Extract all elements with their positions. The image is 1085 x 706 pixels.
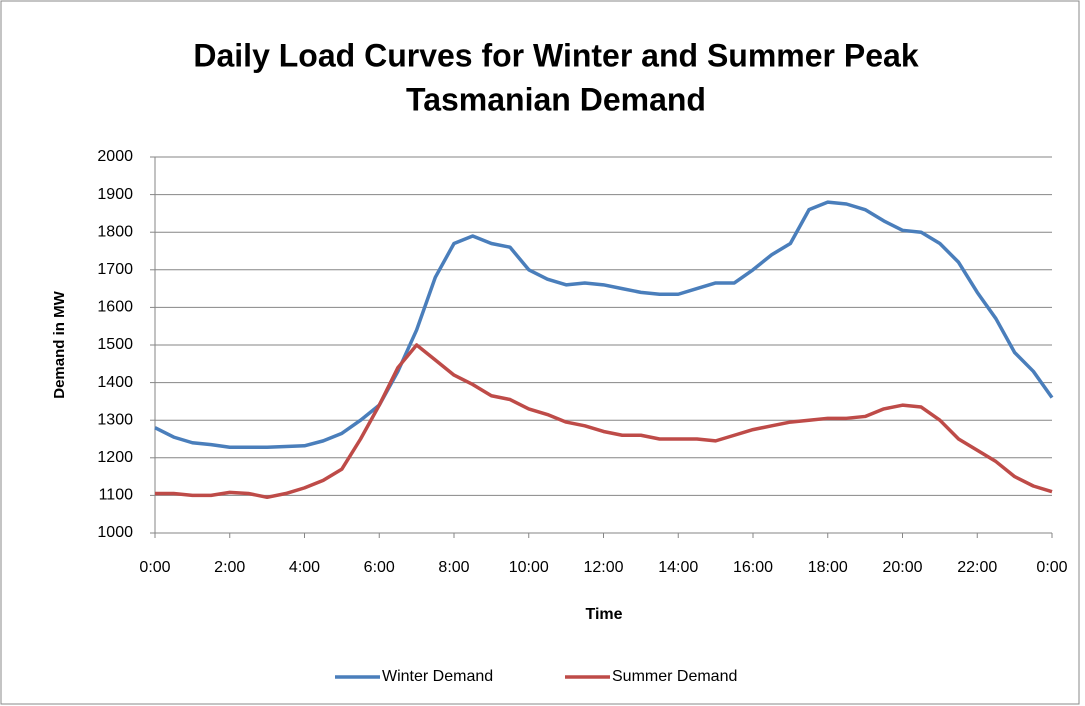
x-tick-label: 6:00	[364, 559, 395, 576]
y-tick-label: 1200	[97, 449, 133, 466]
x-tick-label: 0:00	[1036, 559, 1067, 576]
y-tick-label: 1800	[97, 223, 133, 240]
y-tick-label: 1900	[97, 186, 133, 203]
line-series	[155, 343, 1053, 500]
x-tick-label: 12:00	[583, 559, 623, 576]
x-tick-label: 8:00	[438, 559, 469, 576]
y-tick-label: 1700	[97, 261, 133, 278]
y-tick-label: 1000	[97, 524, 133, 541]
x-tick-label: 20:00	[882, 559, 922, 576]
chart-title: Daily Load Curves for Winter and Summer …	[193, 37, 918, 73]
x-tick-label: 2:00	[214, 559, 245, 576]
x-tick-label: 22:00	[957, 559, 997, 576]
x-tick-label: 18:00	[808, 559, 848, 576]
y-tick-label: 1300	[97, 411, 133, 428]
y-tick-label: 1600	[97, 299, 133, 316]
x-tick-label: 10:00	[509, 559, 549, 576]
x-axis-label: Time	[585, 606, 622, 623]
legend-label: Winter Demand	[382, 668, 493, 685]
y-tick-label: 2000	[97, 148, 133, 165]
y-axis-label: Demand in MW	[51, 290, 68, 398]
legend-label: Summer Demand	[612, 668, 737, 685]
y-tick-label: 1100	[99, 487, 134, 504]
chart-title: Tasmanian Demand	[406, 81, 706, 117]
y-tick-label: 1400	[97, 374, 133, 391]
x-tick-label: 4:00	[289, 559, 320, 576]
x-tick-label: 14:00	[658, 559, 698, 576]
line-series	[154, 200, 1054, 450]
x-tick-label: 0:00	[139, 559, 170, 576]
x-tick-label: 16:00	[733, 559, 773, 576]
y-tick-label: 1500	[97, 336, 133, 353]
